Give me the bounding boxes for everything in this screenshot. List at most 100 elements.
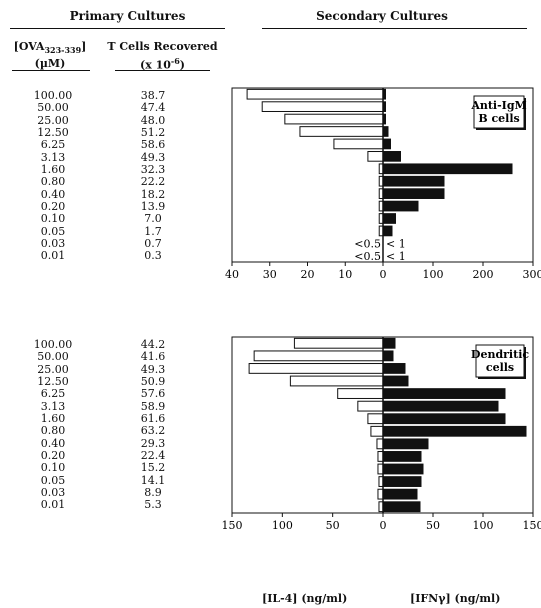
t-cells-recovered-value: 47.4 bbox=[140, 101, 166, 115]
il4-tick-label: 100 bbox=[272, 519, 293, 532]
ova-concentration-value: 100.00 bbox=[33, 338, 73, 351]
ifng-tick-label: 100 bbox=[423, 268, 444, 281]
ova-concentration-value: 0.05 bbox=[40, 224, 66, 238]
ova-column-panel2: 100.00 50.00 25.00 12.50 6.25 3.13 1.60 0.80 0.4… bbox=[18, 338, 88, 512]
t-cells-recovered-value: 13.9 bbox=[140, 199, 166, 213]
il4-bar bbox=[293, 337, 384, 349]
panel-label-box bbox=[473, 95, 525, 129]
il4-bar bbox=[337, 388, 384, 399]
t-cells-recovered-value: 29.3 bbox=[140, 436, 166, 450]
ova-concentration-value: 25.00 bbox=[37, 113, 69, 127]
t-cells-recovered-value: 41.6 bbox=[140, 350, 166, 364]
ifng-axis-label: [IFNγ] (ng/ml) bbox=[410, 592, 501, 605]
ova-concentration-value: 50.00 bbox=[37, 350, 69, 364]
ifng-bar bbox=[382, 488, 418, 500]
il4-bar bbox=[299, 126, 384, 137]
below-detection-il4: <0.5 bbox=[354, 237, 381, 250]
t-cells-recovered-value: 1.7 bbox=[144, 224, 162, 238]
t-cells-recovered-value: 51.2 bbox=[140, 125, 166, 139]
t-cells-recovered-value: 58.6 bbox=[140, 138, 166, 152]
il4-axis-label: [IL-4] (ng/ml) bbox=[262, 592, 348, 605]
t-cells-recovered-value: 14.1 bbox=[140, 473, 166, 487]
il4-bar bbox=[333, 138, 384, 150]
ifng-bar bbox=[382, 463, 424, 475]
ova-concentration-value: 6.25 bbox=[40, 138, 66, 152]
ifng-tick-label: 0 bbox=[380, 519, 387, 532]
ifng-tick-label: 300 bbox=[523, 268, 541, 281]
panel-label-box bbox=[475, 344, 525, 378]
ova-concentration-value: 0.80 bbox=[40, 424, 66, 438]
ova-concentration-value: 0.01 bbox=[40, 498, 66, 512]
ifng-bar bbox=[382, 138, 391, 150]
ifng-bar bbox=[382, 175, 445, 187]
il4-bar bbox=[357, 400, 384, 412]
t-cells-recovered-value: 32.3 bbox=[140, 162, 166, 176]
ifng-bar bbox=[382, 451, 422, 462]
ova-concentration-value: 0.20 bbox=[40, 199, 66, 213]
il4-bar bbox=[370, 425, 384, 437]
tcells-column-panel1: 38.7 47.4 48.0 51.2 58.6 49.3 32.3 22.2 18.2 13.9… bbox=[118, 89, 188, 263]
ova-concentration-header: [OVA323-339] (µM) bbox=[13, 40, 87, 71]
ifng-bar bbox=[382, 388, 506, 399]
secondary-cultures-rule bbox=[262, 28, 527, 29]
t-cells-recovered-value: 49.3 bbox=[140, 362, 166, 376]
ova-concentration-value: 0.40 bbox=[40, 436, 66, 450]
ova-concentration-value: 0.10 bbox=[40, 461, 66, 475]
t-cells-recovered-value: 48.0 bbox=[140, 113, 166, 127]
ova-concentration-value: 0.03 bbox=[40, 485, 66, 499]
ifng-bar bbox=[382, 400, 499, 412]
ifng-bar bbox=[382, 476, 422, 487]
ifng-tick-label: 0 bbox=[380, 268, 387, 281]
below-detection-ifng: < 1 bbox=[386, 250, 406, 263]
t-cells-recovered-value: 0.7 bbox=[144, 236, 162, 250]
t-cells-recovered-header: T Cells Recovered (x 10-6) bbox=[107, 40, 218, 72]
t-cells-recovered-value: 49.3 bbox=[140, 150, 166, 164]
il4-bar bbox=[377, 451, 384, 462]
below-detection-il4: <0.5 bbox=[354, 250, 381, 263]
panel-label-text: Anti-IgM bbox=[470, 99, 526, 112]
il4-bar bbox=[377, 463, 384, 475]
il4-tick-label: 150 bbox=[222, 519, 243, 532]
ova-header-rule bbox=[12, 70, 90, 71]
t-cells-recovered-value: 5.3 bbox=[144, 498, 162, 512]
ova-concentration-value: 3.13 bbox=[40, 399, 66, 413]
t-cells-recovered-value: 50.9 bbox=[140, 374, 166, 388]
il4-bar bbox=[367, 151, 384, 162]
t-cells-recovered-value: 8.9 bbox=[144, 485, 162, 499]
ova-concentration-value: 12.50 bbox=[37, 374, 69, 388]
ova-concentration-value: 0.01 bbox=[40, 249, 66, 263]
t-cells-header-rule bbox=[115, 70, 210, 71]
t-cells-recovered-value: 58.9 bbox=[140, 399, 166, 413]
t-cells-recovered-value: 57.6 bbox=[140, 387, 166, 401]
il4-tick-label: 20 bbox=[301, 268, 315, 281]
ifng-tick-label: 150 bbox=[523, 519, 541, 532]
il4-tick-label: 50 bbox=[326, 519, 340, 532]
il4-bar bbox=[284, 113, 384, 125]
ova-concentration-value: 1.60 bbox=[40, 411, 66, 425]
primary-cultures-rule bbox=[10, 28, 225, 29]
ova-concentration-value: 50.00 bbox=[37, 101, 69, 115]
ova-concentration-value: 0.40 bbox=[40, 187, 66, 201]
il4-bar bbox=[248, 363, 384, 374]
ifng-tick-label: 100 bbox=[473, 519, 494, 532]
ova-concentration-value: 3.13 bbox=[40, 150, 66, 164]
ova-concentration-value: 0.10 bbox=[40, 212, 66, 226]
ifng-bar bbox=[382, 438, 429, 450]
ifng-bar bbox=[382, 350, 394, 362]
il4-bar bbox=[377, 488, 384, 500]
t-cells-recovered-value: 0.3 bbox=[144, 249, 162, 263]
ova-concentration-value: 0.20 bbox=[40, 448, 66, 462]
il4-bar bbox=[261, 101, 384, 112]
t-cells-recovered-value: 63.2 bbox=[140, 424, 166, 438]
ova-concentration-value: 0.05 bbox=[40, 473, 66, 487]
il4-tick-label: 40 bbox=[225, 268, 239, 281]
ifng-bar bbox=[382, 363, 406, 374]
il4-bar bbox=[289, 375, 384, 387]
ifng-bar bbox=[382, 225, 393, 237]
il4-tick-label: 30 bbox=[263, 268, 277, 281]
primary-cultures-header: Primary Cultures bbox=[69, 9, 186, 23]
t-cells-recovered-value: 22.2 bbox=[140, 175, 166, 189]
il4-bar bbox=[246, 88, 384, 100]
il4-bar bbox=[253, 350, 384, 362]
